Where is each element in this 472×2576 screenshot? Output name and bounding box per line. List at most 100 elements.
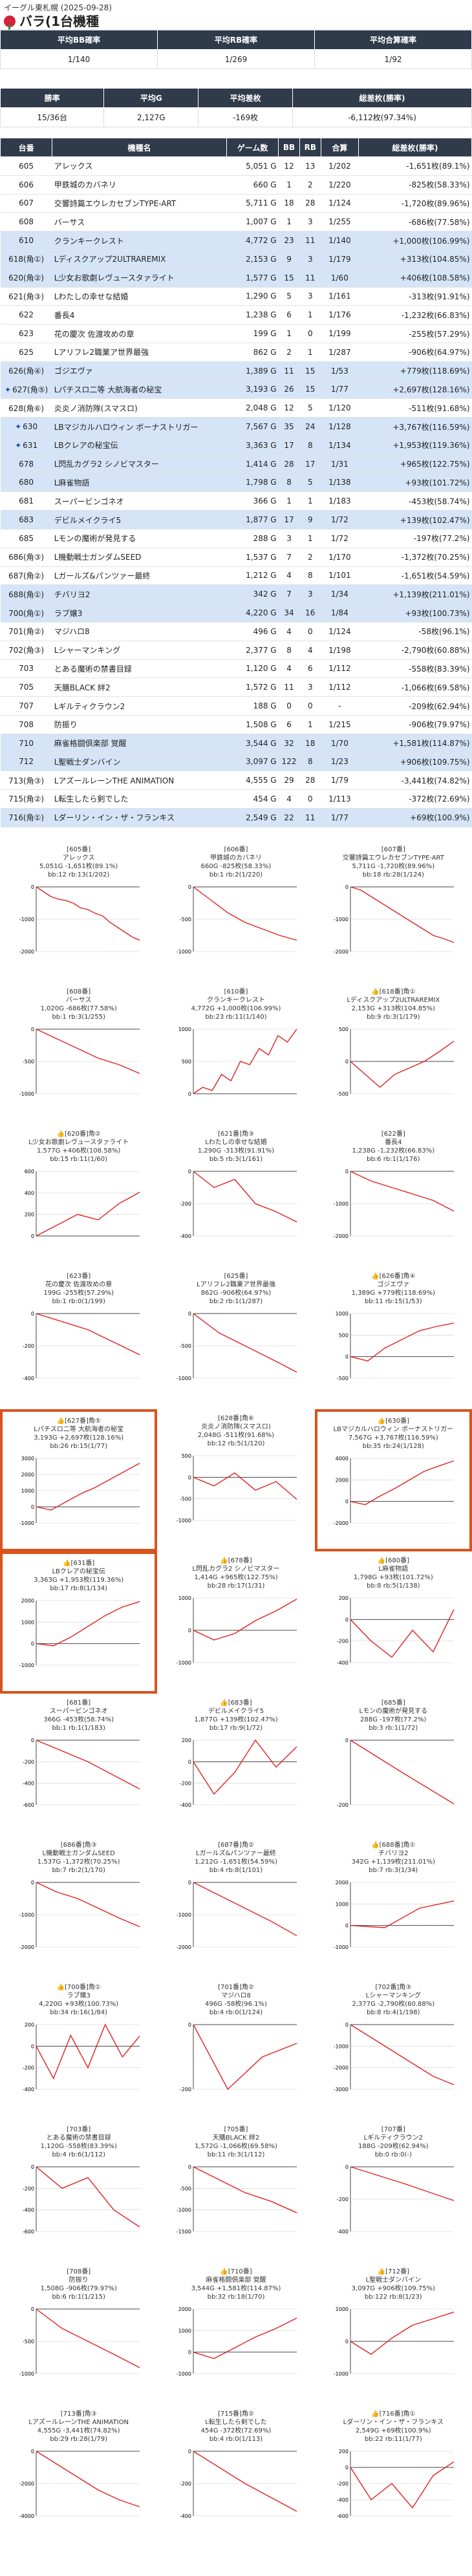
cell-name[interactable]: Lモンの魔術が発見する xyxy=(52,529,227,548)
machine-chart-card[interactable]: [610番] クランキークレスト 4,772G +1,000枚(106.99%) bb… xyxy=(157,983,314,1125)
cell-name[interactable]: バーサス xyxy=(52,212,227,232)
machine-chart-card[interactable]: [686番]角③ L機動戦士ガンダムSEED 1,537G -1,372枚(70.2… xyxy=(0,1836,157,1978)
table-row[interactable]: 701(角②) マジハロ8 496 G 4 0 1/124 -58枚(96.1%) xyxy=(0,622,472,641)
table-row[interactable]: 703 とある魔術の禁書目録 1,120 G 4 6 1/112 -558枚(83.39%) xyxy=(0,659,472,679)
cell-name[interactable]: LアズールレーンTHE ANIMATION xyxy=(52,771,227,791)
cell-name[interactable]: 交響詩篇エウレカセブンTYPE-ART xyxy=(52,194,227,213)
cell-name[interactable]: チバリヨ2 xyxy=(52,584,227,604)
cell-name[interactable]: L聖戦士ダンバイン xyxy=(52,752,227,772)
cell-name[interactable]: L少女お歌劇レヴュースタァライト xyxy=(52,268,227,288)
machine-chart-card[interactable]: [702番]角③ Lシャーマンキング 2,377G -2,790枚(60.88%) b… xyxy=(315,1978,472,2120)
cell-name[interactable]: L閃乱カグラ2 シノビマスター xyxy=(52,454,227,474)
table-row[interactable]: 705 天膳BLACK 絆2 1,572 G 11 3 1/112 -1,066枚(69.5… xyxy=(0,677,472,697)
machine-chart-card[interactable]: [608番] バーサス 1,020G -686枚(77.58%) bb:1 rb:3(… xyxy=(0,983,157,1125)
table-row[interactable]: 681 スーパービンゴネオ 366 G 1 1 1/183 -453枚(58.74%) xyxy=(0,491,472,511)
col-header-sum[interactable]: 合算 xyxy=(320,138,359,157)
machine-chart-card[interactable]: [708番] 防振り 1,508G -906枚(79.97%) bb:6 rb:1(1… xyxy=(0,2262,157,2405)
table-row[interactable]: 618(角①) Lディスクアップ2ULTRAREMIX 2,153 G 9 3 1/179… xyxy=(0,250,472,269)
cell-name[interactable]: クランキークレスト xyxy=(52,231,227,250)
cell-name[interactable]: Lディスクアップ2ULTRAREMIX xyxy=(52,250,227,269)
col-header-name[interactable]: 機種名 xyxy=(52,138,227,157)
table-row[interactable]: 625 Lアリフレ2職業ア世界最強 862 G 2 1 1/287 -906枚(64.97%… xyxy=(0,343,472,362)
col-header-no[interactable]: 台番 xyxy=(0,138,53,157)
machine-chart-card[interactable]: 👍[700番]角① ラブ嬢3 4,220G +93枚(100.73%) bb:34 r… xyxy=(0,1978,157,2120)
machine-chart-card[interactable]: [606番] 甲鉄城のカバネリ 660G -825枚(58.33%) bb:1 rb:… xyxy=(157,840,314,983)
table-row[interactable]: 622 番長4 1,238 G 6 1 1/176 -1,232枚(66.83%) xyxy=(0,305,472,325)
table-row[interactable]: 712 L聖戦士ダンバイン 3,097 G 122 8 1/23 +906枚(109.75%… xyxy=(0,752,472,772)
table-row[interactable]: 702(角③) Lシャーマンキング 2,377 G 8 4 1/198 -2,790枚(60… xyxy=(0,641,472,660)
table-row[interactable]: 686(角③) L機動戦士ガンダムSEED 1,537 G 7 2 1/170 -1,372… xyxy=(0,548,472,567)
cell-name[interactable]: 番長4 xyxy=(52,305,227,325)
table-row[interactable]: 708 防振り 1,508 G 6 1 1/215 -906枚(79.97%) xyxy=(0,715,472,734)
cell-name[interactable]: L転生したら剣でした xyxy=(52,789,227,809)
cell-name[interactable]: デビルメイクライ5 xyxy=(52,510,227,529)
machine-chart-card[interactable]: 👍[716番]角① Lダーリン・イン・ザ・フランキス 2,549G +69枚(100… xyxy=(315,2405,472,2547)
machine-chart-card[interactable]: [605番] アレックス 5,051G -1,651枚(89.1%) bb:12 rb… xyxy=(0,840,157,983)
cell-name[interactable]: Lダーリン・イン・ザ・フランキス xyxy=(52,808,227,827)
cell-name[interactable]: Lギルティクラウン2 xyxy=(52,696,227,716)
col-header-games[interactable]: ゲーム数 xyxy=(226,138,279,157)
machine-chart-card[interactable]: [707番] Lギルティクラウン2 188G -209枚(62.94%) bb:0 r… xyxy=(315,2120,472,2262)
machine-chart-card[interactable]: 👍[626番]角④ ゴジエヴァ 1,389G +779枚(118.69%) bb:11… xyxy=(315,1267,472,1409)
cell-name[interactable]: LBクレアの秘宝伝 xyxy=(52,436,227,455)
table-row[interactable]: 687(角②) Lガールズ&パンツァー最終 1,212 G 4 8 1/101 -1,651… xyxy=(0,566,472,586)
machine-chart-card[interactable]: [628番]角⑥ 炎炎ノ消防隊(スマスロ) 2,048G -511枚(91.68%)… xyxy=(157,1409,314,1551)
table-row[interactable]: 683 デビルメイクライ5 1,877 G 17 9 1/72 +139枚(102.47%) xyxy=(0,510,472,529)
cell-name[interactable]: 甲鉄城のカバネリ xyxy=(52,175,227,195)
cell-name[interactable]: ゴジエヴァ xyxy=(52,361,227,381)
table-row[interactable]: 605 アレックス 5,051 G 12 13 1/202 -1,651枚(89.1%) xyxy=(0,156,472,176)
table-row[interactable]: 685 Lモンの魔術が発見する 288 G 3 1 1/72 -197枚(77.2%) xyxy=(0,529,472,548)
table-row[interactable]: 606 甲鉄城のカバネリ 660 G 1 2 1/220 -825枚(58.33%) xyxy=(0,175,472,195)
table-row[interactable]: 707 Lギルティクラウン2 188 G 0 0 - -209枚(62.94%) xyxy=(0,696,472,716)
table-row[interactable]: 678 L閃乱カグラ2 シノビマスター 1,414 G 28 17 1/31 +965枚(1… xyxy=(0,454,472,474)
table-row[interactable]: 621(角③) Lわたしの幸せな結婚 1,290 G 5 3 1/161 -313枚(91.… xyxy=(0,287,472,306)
table-row[interactable]: 680 L麻雀物語 1,798 G 8 5 1/138 +93枚(101.72%) xyxy=(0,473,472,493)
cell-name[interactable]: 麻雀格闘倶楽部 覚醒 xyxy=(52,734,227,753)
table-row[interactable]: 620(角②) L少女お歌劇レヴュースタァライト 1,577 G 15 11 1/60 +4… xyxy=(0,268,472,288)
table-row[interactable]: 607 交響詩篇エウレカセブンTYPE-ART 5,711 G 18 28 1/124 -1… xyxy=(0,194,472,213)
table-row[interactable]: 715(角②) L転生したら剣でした 454 G 4 0 1/113 -372枚(72.69… xyxy=(0,789,472,809)
cell-name[interactable]: 炎炎ノ消防隊(スマスロ) xyxy=(52,398,227,418)
machine-chart-card[interactable]: [703番] とある魔術の禁書目録 1,120G -558枚(83.39%) bb:4… xyxy=(0,2120,157,2262)
cell-name[interactable]: ラブ嬢3 xyxy=(52,603,227,623)
machine-chart-card[interactable]: 👍[710番] 麻雀格闘倶楽部 覚醒 3,544G +1,581枚(114.87%)… xyxy=(157,2262,314,2405)
machine-chart-card[interactable]: [701番]角② マジハロ8 496G -58枚(96.1%) bb:4 rb:0(1… xyxy=(157,1978,314,2120)
table-row[interactable]: 610 クランキークレスト 4,772 G 23 11 1/140 +1,000枚(106.… xyxy=(0,231,472,250)
table-row[interactable]: ✦ 627(角⑤) Lパチスロ二等 大航海者の秘宝 3,193 G 26 15 1/77 +2… xyxy=(0,380,472,399)
table-row[interactable]: ✦ 630 LBマジカルハロウィン ボーナストリガー 7,567 G 35 24 1/128… xyxy=(0,417,472,436)
col-header-diff[interactable]: 総差枚(勝率) xyxy=(358,138,472,157)
machine-chart-card[interactable]: 👍[678番] L閃乱カグラ2 シノビマスター 1,414G +965枚(122.7… xyxy=(157,1551,314,1694)
cell-name[interactable]: アレックス xyxy=(52,156,227,176)
table-row[interactable]: 688(角①) チバリヨ2 342 G 7 3 1/34 +1,139枚(211.01%) xyxy=(0,584,472,604)
machine-chart-card[interactable]: [622番] 番長4 1,238G -1,232枚(66.83%) bb:6 rb:1… xyxy=(315,1125,472,1267)
machine-chart-card[interactable]: 👍[627番]角⑤ Lパチスロ二等 大航海者の秘宝 3,193G +2,697枚(1… xyxy=(0,1409,158,1551)
table-row[interactable]: 716(角①) Lダーリン・イン・ザ・フランキス 2,549 G 22 11 1/77 +6… xyxy=(0,808,472,827)
cell-name[interactable]: マジハロ8 xyxy=(52,622,227,641)
table-row[interactable]: 710 麻雀格闘倶楽部 覚醒 3,544 G 32 18 1/70 +1,581枚(114.… xyxy=(0,734,472,753)
machine-chart-card[interactable]: [607番] 交響詩篇エウレカセブンTYPE-ART 5,711G -1,720枚(… xyxy=(315,840,472,983)
cell-name[interactable]: L麻雀物語 xyxy=(52,473,227,493)
machine-chart-card[interactable]: 👍[630番] LBマジカルハロウィン ボーナストリガー 7,567G +3,767… xyxy=(314,1409,472,1551)
machine-chart-card[interactable]: [621番]角③ Lわたしの幸せな結婚 1,290G -313枚(91.91%) bb… xyxy=(157,1125,314,1267)
machine-chart-card[interactable]: 👍[620番]角② L少女お歌劇レヴュースタァライト 1,577G +406枚(10… xyxy=(0,1125,157,1267)
table-row[interactable]: 623 花の慶次 佐渡攻めの章 199 G 1 0 1/199 -255枚(57.29%) xyxy=(0,324,472,343)
cell-name[interactable]: とある魔術の禁書目録 xyxy=(52,659,227,679)
cell-name[interactable]: スーパービンゴネオ xyxy=(52,491,227,511)
machine-chart-card[interactable]: 👍[712番] L聖戦士ダンバイン 3,097G +906枚(109.75%) bb:… xyxy=(315,2262,472,2405)
machine-chart-card[interactable]: [713番]角③ LアズールレーンTHE ANIMATION 4,555G -3,4… xyxy=(0,2405,157,2547)
table-row[interactable]: 628(角⑥) 炎炎ノ消防隊(スマスロ) 2,048 G 12 5 1/120 -511枚(… xyxy=(0,398,472,418)
machine-chart-card[interactable]: [705番] 天膳BLACK 絆2 1,572G -1,066枚(69.58%) bb… xyxy=(157,2120,314,2262)
machine-chart-card[interactable]: [625番] Lアリフレ2職業ア世界最強 862G -906枚(64.97%) bb:… xyxy=(157,1267,314,1409)
cell-name[interactable]: 防振り xyxy=(52,715,227,734)
machine-chart-card[interactable]: 👍[683番] デビルメイクライ5 1,877G +139枚(102.47%) bb:… xyxy=(157,1694,314,1836)
machine-chart-card[interactable]: [681番] スーパービンゴネオ 366G -453枚(58.74%) bb:1 rb… xyxy=(0,1694,157,1836)
machine-chart-card[interactable]: [687番]角② Lガールズ&パンツァー最終 1,212G -1,651枚(54.5… xyxy=(157,1836,314,1978)
machine-chart-card[interactable]: [623番] 花の慶次 佐渡攻めの章 199G -255枚(57.29%) bb:1 … xyxy=(0,1267,157,1409)
table-row[interactable]: ✦ 631 LBクレアの秘宝伝 3,363 G 17 8 1/134 +1,953枚(119.… xyxy=(0,436,472,455)
machine-chart-card[interactable]: [715番]角② L転生したら剣でした 454G -372枚(72.69%) bb:4… xyxy=(157,2405,314,2547)
table-row[interactable]: 713(角③) LアズールレーンTHE ANIMATION 4,555 G 29 28 1… xyxy=(0,771,472,791)
machine-chart-card[interactable]: 👍[688番]角① チバリヨ2 342G +1,139枚(211.01%) bb:7 … xyxy=(315,1836,472,1978)
cell-name[interactable]: 花の慶次 佐渡攻めの章 xyxy=(52,324,227,343)
cell-name[interactable]: Lシャーマンキング xyxy=(52,641,227,660)
cell-name[interactable]: LBマジカルハロウィン ボーナストリガー xyxy=(52,417,227,436)
